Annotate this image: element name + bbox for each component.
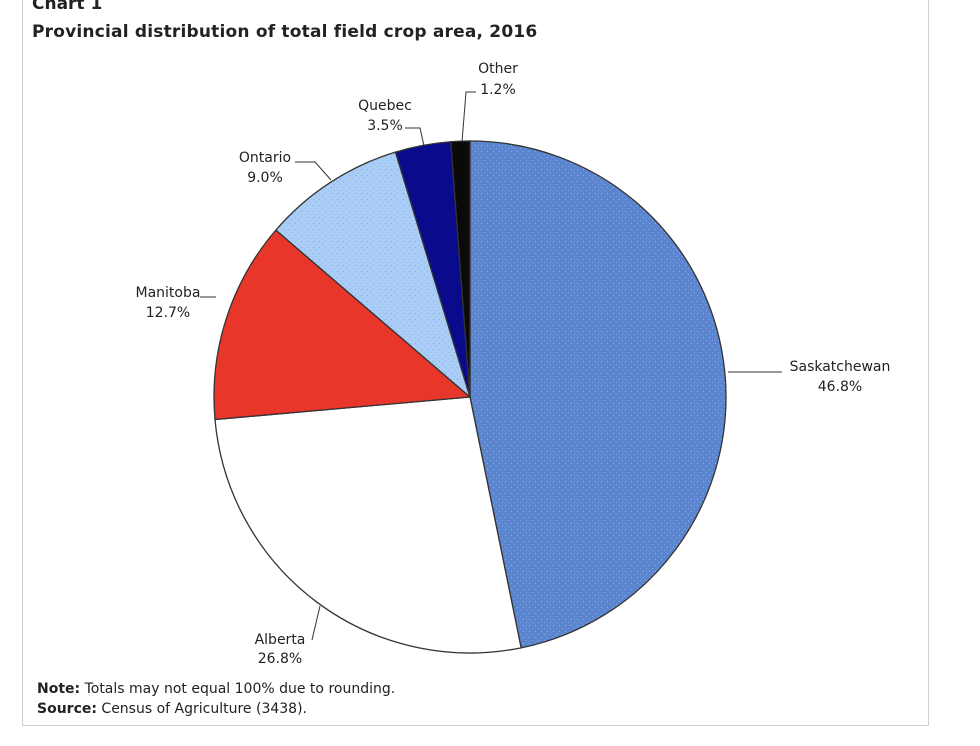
pie-slice-alberta	[214, 396, 522, 654]
source-text: Census of Agriculture (3438).	[96, 701, 307, 717]
chart-source: Source: Census of Agriculture (3438).	[37, 701, 307, 717]
slice-value-saskatchewan: 46.8%	[818, 379, 862, 395]
pie-slice-manitoba	[213, 229, 472, 421]
slice-value-alberta: 26.8%	[258, 651, 302, 667]
chart-note: Note: Totals may not equal 100% due to r…	[37, 681, 395, 697]
slice-value-quebec: 3.5%	[367, 118, 403, 134]
slice-name-manitoba: Manitoba	[136, 285, 201, 301]
slice-value-ontario: 9.0%	[247, 170, 283, 186]
chart-frame	[22, 0, 929, 726]
slice-name-quebec: Quebec	[358, 98, 412, 114]
slice-name-alberta: Alberta	[255, 632, 306, 648]
leader-line-alberta	[311, 605, 321, 641]
note-label: Note:	[37, 681, 81, 697]
slice-name-saskatchewan: Saskatchewan	[790, 359, 891, 375]
leader-line-other	[461, 91, 476, 143]
slice-value-other: 1.2%	[480, 82, 516, 98]
pie-slice-other	[450, 140, 471, 398]
pie-slice-saskatchewan	[469, 140, 727, 649]
slice-name-ontario: Ontario	[239, 150, 291, 166]
slice-name-other: Other	[478, 61, 518, 77]
leader-line-ontario	[295, 161, 332, 181]
source-label: Source:	[37, 701, 97, 717]
pie-slice-ontario	[274, 151, 472, 399]
chart-number: Chart 1	[32, 0, 103, 14]
note-text: Totals may not equal 100% due to roundin…	[80, 681, 396, 697]
chart-title: Provincial distribution of total field c…	[32, 22, 538, 42]
slice-value-manitoba: 12.7%	[146, 305, 190, 321]
leader-line-quebec	[405, 127, 425, 147]
